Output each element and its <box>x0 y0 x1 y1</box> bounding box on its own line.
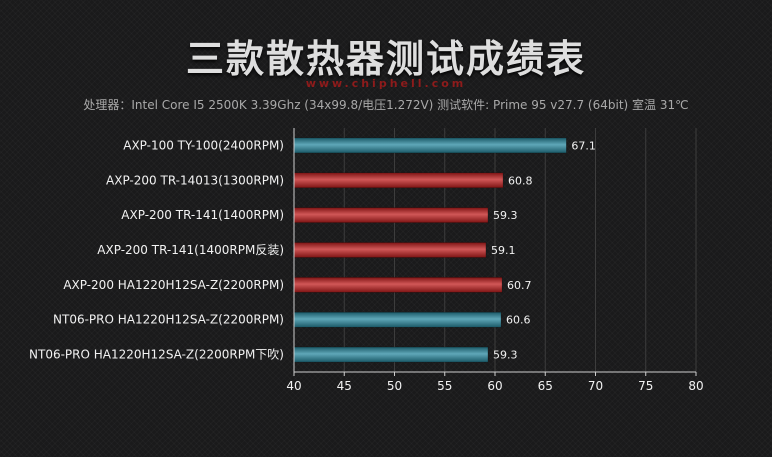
category-label: NT06-PRO HA1220H12SA-Z(2200RPM) <box>53 313 284 327</box>
bar <box>293 277 503 293</box>
bar <box>293 137 567 154</box>
bar <box>293 346 489 363</box>
x-tick-label: 75 <box>638 379 653 393</box>
grid-lines <box>343 128 697 372</box>
bar <box>293 207 489 223</box>
value-label: 59.3 <box>493 209 517 222</box>
chart-subtitle: 处理器：Intel Core I5 2500K 3.39Ghz (34x99.8… <box>83 98 689 112</box>
chart-title: 三款散热器测试成绩表 <box>185 37 586 81</box>
value-label: 60.8 <box>508 174 533 187</box>
bar <box>293 242 487 258</box>
value-label: 67.1 <box>571 139 596 152</box>
x-tick-label: 80 <box>688 379 703 393</box>
bars: AXP-100 TY-100(2400RPM) 67.1 AXP-200 TR-14… <box>29 137 596 363</box>
category-label: AXP-200 TR-14013(1300RPM) <box>106 173 284 187</box>
bar <box>293 172 504 189</box>
value-label: 59.3 <box>493 349 517 362</box>
x-tick-label: 65 <box>538 379 553 393</box>
x-tick-label: 70 <box>588 379 603 393</box>
x-axis: 40 45 50 55 60 65 70 75 80 <box>286 128 704 393</box>
category-label: AXP-200 TR-141(1400RPM反装) <box>97 243 284 257</box>
watermark: www.chiphell.com <box>305 77 467 90</box>
x-tick-label: 45 <box>337 379 352 393</box>
category-label: NT06-PRO HA1220H12SA-Z(2200RPM下吹) <box>29 348 284 362</box>
category-label: AXP-200 HA1220H12SA-Z(2200RPM) <box>63 278 284 292</box>
x-tick-label: 55 <box>437 379 452 393</box>
bar <box>293 311 502 328</box>
x-tick-label: 60 <box>487 379 502 393</box>
value-label: 60.6 <box>506 314 531 327</box>
value-label: 59.1 <box>491 244 515 257</box>
category-label: AXP-200 TR-141(1400RPM) <box>121 208 284 222</box>
value-label: 60.7 <box>507 279 532 292</box>
x-tick-label: 40 <box>286 379 301 393</box>
category-label: AXP-100 TY-100(2400RPM) <box>123 138 284 152</box>
x-tick-label: 50 <box>387 379 402 393</box>
